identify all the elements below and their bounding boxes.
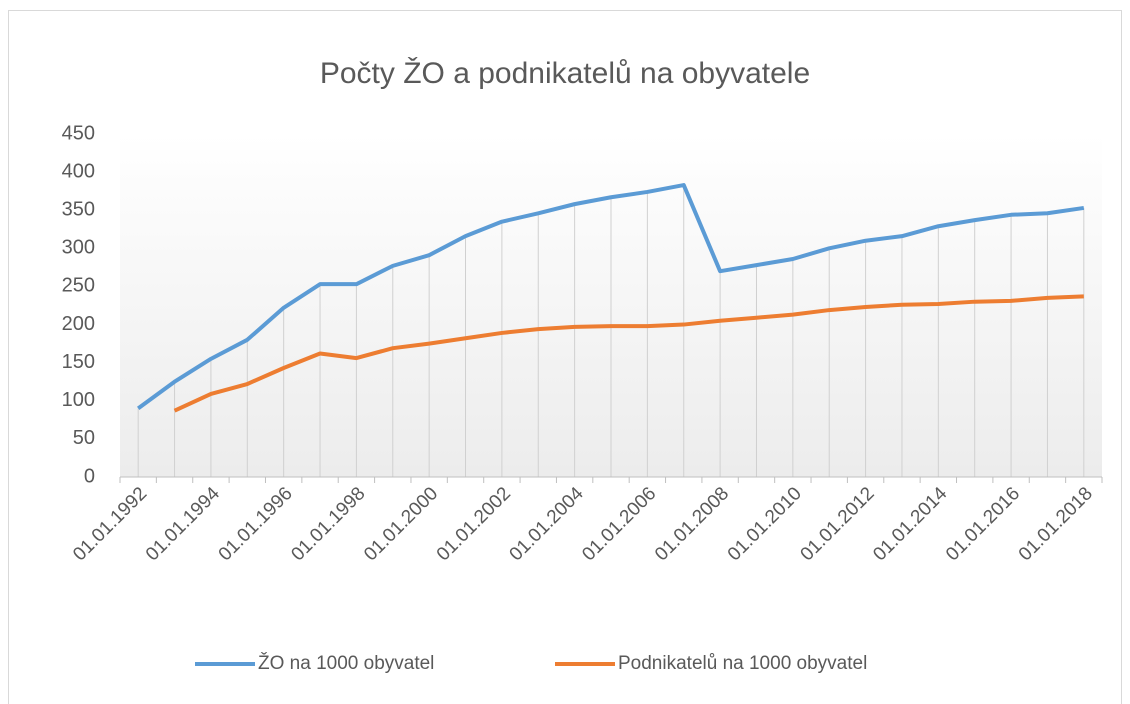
y-tick-label: 300 (62, 237, 95, 259)
y-tick-label: 450 (62, 122, 95, 144)
legend-label: Podnikatelů na 1000 obyvatel (618, 653, 867, 674)
y-tick-label: 150 (62, 351, 95, 373)
chart-title: Počty ŽO a podnikatelů na obyvatele (320, 57, 810, 90)
series-line (137, 183, 1085, 411)
legend-label: ŽO na 1000 obyvatel (258, 652, 434, 674)
y-tick-label: 200 (62, 313, 95, 335)
series-line (173, 294, 1084, 413)
y-tick-label: 350 (62, 199, 95, 221)
y-tick-label: 250 (62, 275, 95, 297)
y-tick-label: 100 (62, 389, 95, 411)
y-tick-label: 0 (84, 465, 95, 487)
y-tick-label: 50 (73, 427, 95, 449)
y-tick-label: 400 (62, 160, 95, 182)
